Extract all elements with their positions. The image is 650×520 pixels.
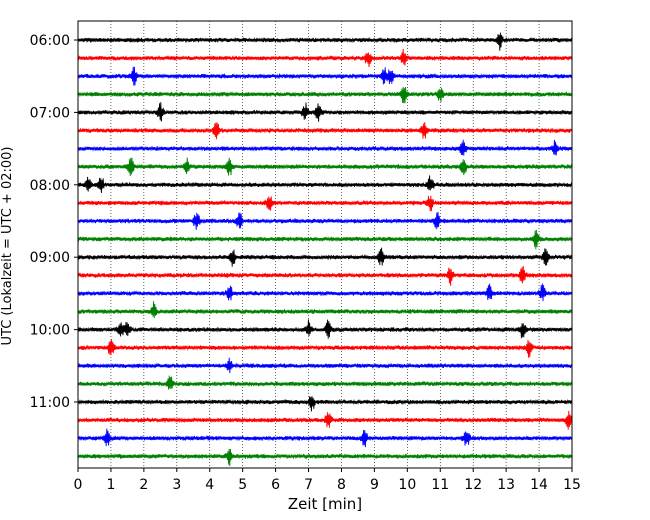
x-axis-ticks: 0 1 2 3 4 5 6 7 8 9 10 11 12 13 14 15 — [74, 468, 581, 493]
trace-row — [77, 175, 573, 193]
trace-row — [77, 230, 573, 250]
y-axis-ticks: 06:00 07:00 08:00 09:00 10:00 11:00 — [30, 33, 78, 411]
trace-row — [77, 357, 573, 374]
trace-row — [77, 396, 573, 412]
x-tick-label: 15 — [563, 477, 581, 493]
x-tick-label: 1 — [106, 477, 115, 493]
x-tick-label: 0 — [74, 477, 83, 493]
trace-row — [77, 48, 573, 67]
x-tick-label: 8 — [337, 477, 346, 493]
x-tick-label: 4 — [205, 477, 214, 493]
y-axis-label: UTC (Lokalzeit = UTC + 02:00) — [0, 147, 15, 346]
x-tick-label: 3 — [172, 477, 181, 493]
trace-row — [77, 102, 573, 122]
x-tick-label: 7 — [304, 477, 313, 493]
vertical-grid — [110, 21, 540, 468]
plot-frame — [77, 20, 573, 469]
x-tick-label: 13 — [497, 477, 515, 493]
trace-row — [77, 139, 573, 156]
trace-row — [77, 301, 573, 318]
x-axis-label: Zeit [min] — [288, 495, 362, 513]
x-tick-label: 10 — [398, 477, 416, 493]
y-tick-label: 07:00 — [30, 105, 70, 121]
trace-row — [77, 212, 573, 230]
trace-row — [77, 265, 573, 286]
trace-row — [77, 195, 573, 212]
trace-row — [77, 66, 573, 86]
trace-rows — [77, 32, 573, 467]
trace-row — [77, 319, 573, 339]
trace-row — [77, 122, 573, 140]
trace-row — [77, 32, 573, 51]
y-tick-label: 08:00 — [30, 178, 70, 194]
trace-row — [77, 247, 573, 267]
x-tick-label: 11 — [431, 477, 449, 493]
x-tick-label: 6 — [271, 477, 280, 493]
trace-row — [77, 448, 573, 467]
y-tick-label: 10:00 — [30, 323, 70, 339]
trace-row — [77, 375, 573, 390]
y-tick-label: 06:00 — [30, 33, 70, 49]
trace-row — [77, 339, 573, 358]
x-tick-label: 2 — [139, 477, 148, 493]
x-tick-label: 14 — [530, 477, 548, 493]
x-tick-label: 12 — [464, 477, 482, 493]
trace-row — [77, 428, 573, 448]
trace-row — [77, 157, 573, 176]
x-tick-label: 9 — [370, 477, 379, 493]
trace-row — [77, 283, 573, 302]
trace-row — [77, 86, 573, 104]
y-tick-label: 11:00 — [30, 395, 70, 411]
x-tick-label: 5 — [238, 477, 247, 493]
trace-row — [77, 410, 573, 430]
y-tick-label: 09:00 — [30, 250, 70, 266]
